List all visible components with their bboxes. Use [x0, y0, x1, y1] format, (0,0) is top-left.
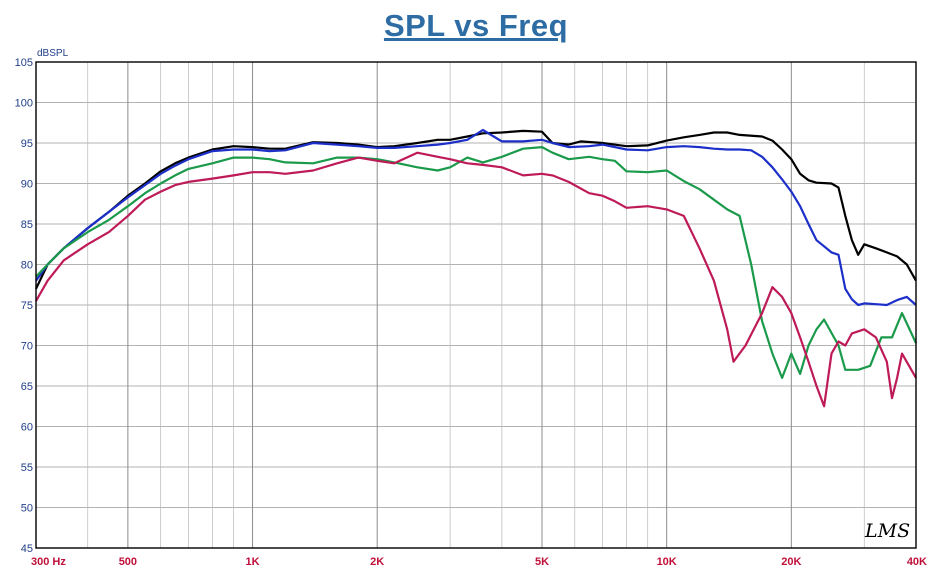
- y-axis-label: dBSPL: [37, 48, 69, 59]
- series-line-2: [35, 128, 917, 307]
- y-tick-label: 70: [21, 341, 33, 353]
- y-tick-label: 50: [21, 503, 33, 515]
- x-tick-label: 1K: [246, 556, 260, 568]
- series-layer: [35, 128, 917, 408]
- x-tick-label: 300 Hz: [31, 556, 66, 568]
- x-tick-label: 40K: [907, 556, 927, 568]
- series-line-4: [35, 151, 917, 408]
- x-tick-label: 20K: [781, 556, 801, 568]
- x-axis-ticks: 300 Hz 500 1K 2K 5K 10K 20K 40K: [31, 556, 927, 568]
- y-tick-label: 100: [15, 98, 33, 110]
- chart-title: SPL vs Freq: [383, 8, 569, 43]
- series-line-1: [35, 129, 917, 290]
- y-tick-label: 85: [21, 219, 33, 231]
- plot-frame: [35, 61, 917, 549]
- y-axis-ticks: 45 50 55 60 65 70 75 80 85 90 95 100 105: [15, 57, 33, 555]
- y-tick-label: 65: [21, 381, 33, 393]
- y-tick-label: 90: [21, 179, 33, 191]
- y-tick-label: 80: [21, 260, 33, 272]
- y-tick-label: 60: [21, 422, 33, 434]
- y-tick-label: 95: [21, 138, 33, 150]
- x-tick-label: 5K: [535, 556, 549, 568]
- x-tick-label: 2K: [370, 556, 384, 568]
- grid: [36, 61, 916, 549]
- y-tick-label: 45: [21, 543, 33, 555]
- y-tick-label: 75: [21, 300, 33, 312]
- y-tick-label: 105: [15, 57, 33, 69]
- x-tick-label: 10K: [657, 556, 677, 568]
- lms-watermark-logo: LMS: [864, 520, 910, 542]
- y-tick-label: 55: [21, 462, 33, 474]
- series-line-3: [35, 146, 917, 379]
- x-tick-label: 500: [119, 556, 137, 568]
